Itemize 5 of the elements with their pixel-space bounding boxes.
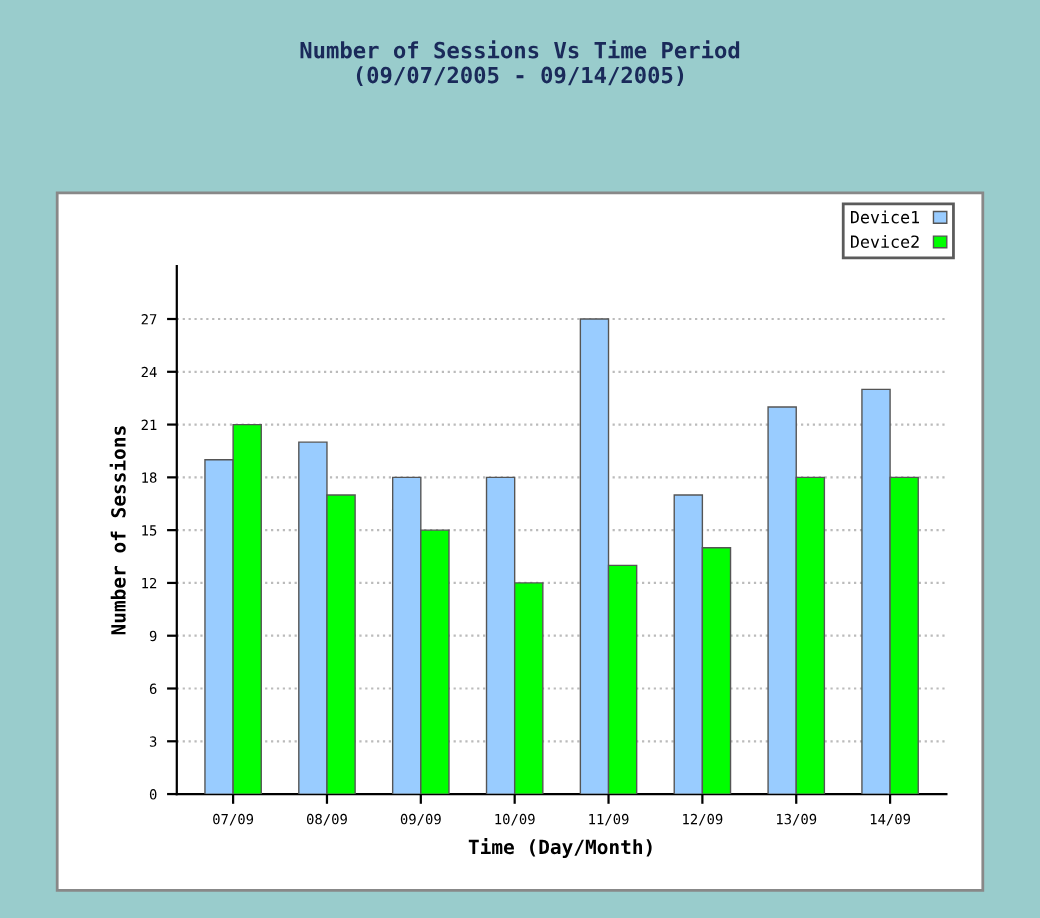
legend-label: Device2 — [851, 235, 919, 248]
y-axis-title: Number of Sessions — [109, 426, 126, 635]
legend-label: Device1 — [851, 210, 919, 224]
chart-title: Number of Sessions Vs Time Period (09/07/2005 - 09/14/2005) — [300, 40, 740, 87]
x-axis-title: Time (Day/Month) — [468, 838, 652, 858]
